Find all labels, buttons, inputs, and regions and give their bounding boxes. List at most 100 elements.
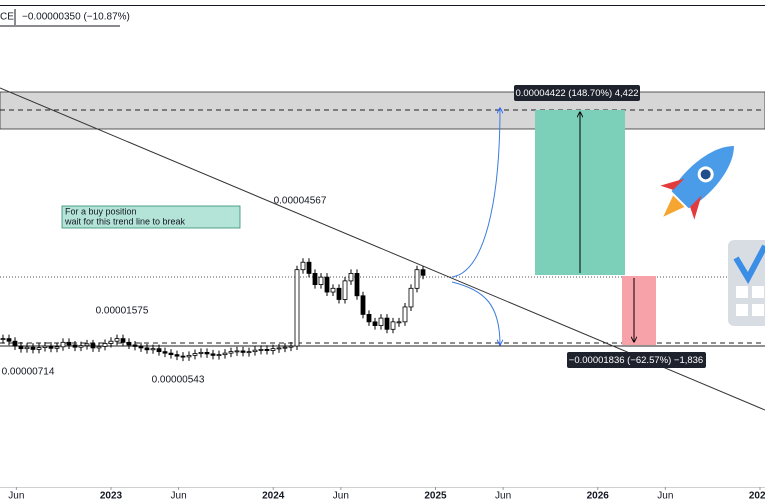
candle — [408, 287, 414, 308]
price-annotation: 0.00000543 — [152, 375, 205, 386]
x-tick-label: 2025 — [424, 491, 447, 500]
candle — [72, 344, 78, 348]
candle — [48, 345, 54, 349]
x-tick-label: Jun — [333, 491, 349, 500]
price-change: −0.00000350 (−10.87%) — [22, 12, 130, 23]
checklist-icon — [728, 240, 765, 326]
candle — [90, 343, 96, 349]
candle — [42, 345, 48, 348]
candle — [102, 343, 108, 347]
candle — [12, 340, 18, 347]
target-label: 0.00004422 (148.70%) 4,422 — [515, 88, 638, 99]
candle — [204, 351, 210, 355]
x-tick-label: 2027 — [749, 491, 765, 500]
candle — [300, 261, 306, 271]
price-annotation: 0.00001575 — [96, 306, 149, 317]
candle — [384, 317, 390, 330]
candle — [360, 295, 366, 315]
candle — [420, 269, 426, 276]
candle — [84, 343, 90, 347]
candle — [132, 344, 138, 347]
candle — [306, 261, 312, 274]
candle — [174, 354, 180, 357]
candle — [252, 349, 258, 353]
candle — [228, 351, 234, 354]
candle — [276, 347, 282, 350]
candle — [138, 346, 144, 349]
x-tick-label: Jun — [8, 491, 24, 500]
candle — [264, 349, 270, 351]
symbol-suffix: CE — [0, 12, 14, 23]
projection-down — [451, 281, 500, 345]
candle — [108, 340, 114, 344]
x-tick-label: Jun — [495, 491, 511, 500]
candle — [30, 346, 36, 350]
candle — [186, 354, 192, 358]
candle — [396, 321, 402, 324]
candle — [216, 354, 222, 357]
stop-zone — [622, 276, 656, 345]
candle — [294, 269, 300, 347]
candle — [282, 346, 288, 349]
candle — [378, 317, 384, 326]
stop-label: −0.00001836 (−62.57%) −1,836 — [569, 355, 703, 366]
candle — [336, 287, 342, 300]
candle — [126, 341, 132, 346]
candle — [342, 280, 348, 300]
candle — [150, 348, 156, 351]
candle — [162, 351, 168, 354]
candle — [114, 338, 120, 342]
candle — [168, 352, 174, 356]
candle — [312, 273, 318, 285]
projection-up — [451, 108, 500, 278]
price-annotation: 0.00004567 — [274, 196, 327, 207]
candle — [222, 352, 228, 356]
candle — [120, 338, 126, 343]
candle — [60, 341, 66, 348]
price-annotation: 0.00000714 — [2, 367, 55, 378]
candle — [198, 351, 204, 354]
candle — [240, 350, 246, 353]
candle — [366, 313, 372, 323]
candle — [402, 306, 408, 323]
candle — [156, 348, 162, 353]
x-tick-label: 2024 — [262, 491, 285, 500]
stop-label-box — [567, 352, 706, 368]
x-tick-label: Jun — [657, 491, 673, 500]
candle — [144, 347, 150, 351]
candle — [192, 353, 198, 356]
candle — [414, 269, 420, 289]
candle — [180, 355, 186, 358]
candle — [6, 338, 12, 342]
candle — [330, 287, 336, 293]
candle — [36, 347, 42, 350]
candle — [18, 345, 24, 350]
x-tick-label: Jun — [171, 491, 187, 500]
note-box — [61, 205, 241, 229]
note-line: wait for this trend line to break — [64, 216, 186, 226]
candle — [0, 338, 6, 341]
x-tick-label: 2023 — [100, 491, 123, 500]
candle — [324, 276, 330, 293]
candle — [258, 349, 264, 351]
candle — [24, 346, 30, 350]
candle — [288, 345, 294, 348]
candle — [66, 341, 72, 346]
rocket-icon — [660, 146, 734, 220]
candle — [354, 273, 360, 297]
candle — [348, 273, 354, 282]
x-tick-label: 2026 — [587, 491, 610, 500]
candle — [270, 348, 276, 351]
candle — [246, 351, 252, 354]
target-label-box — [514, 85, 640, 101]
candle — [78, 345, 84, 348]
note-line: For a buy position — [65, 206, 137, 216]
candle — [96, 346, 102, 349]
candle — [210, 353, 216, 356]
candle — [54, 346, 60, 349]
candle — [234, 350, 240, 353]
candle — [318, 276, 324, 285]
candle — [390, 321, 396, 330]
candle — [372, 321, 378, 326]
